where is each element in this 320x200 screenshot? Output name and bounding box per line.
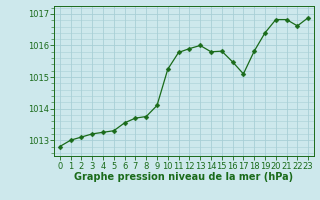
X-axis label: Graphe pression niveau de la mer (hPa): Graphe pression niveau de la mer (hPa): [75, 172, 293, 182]
